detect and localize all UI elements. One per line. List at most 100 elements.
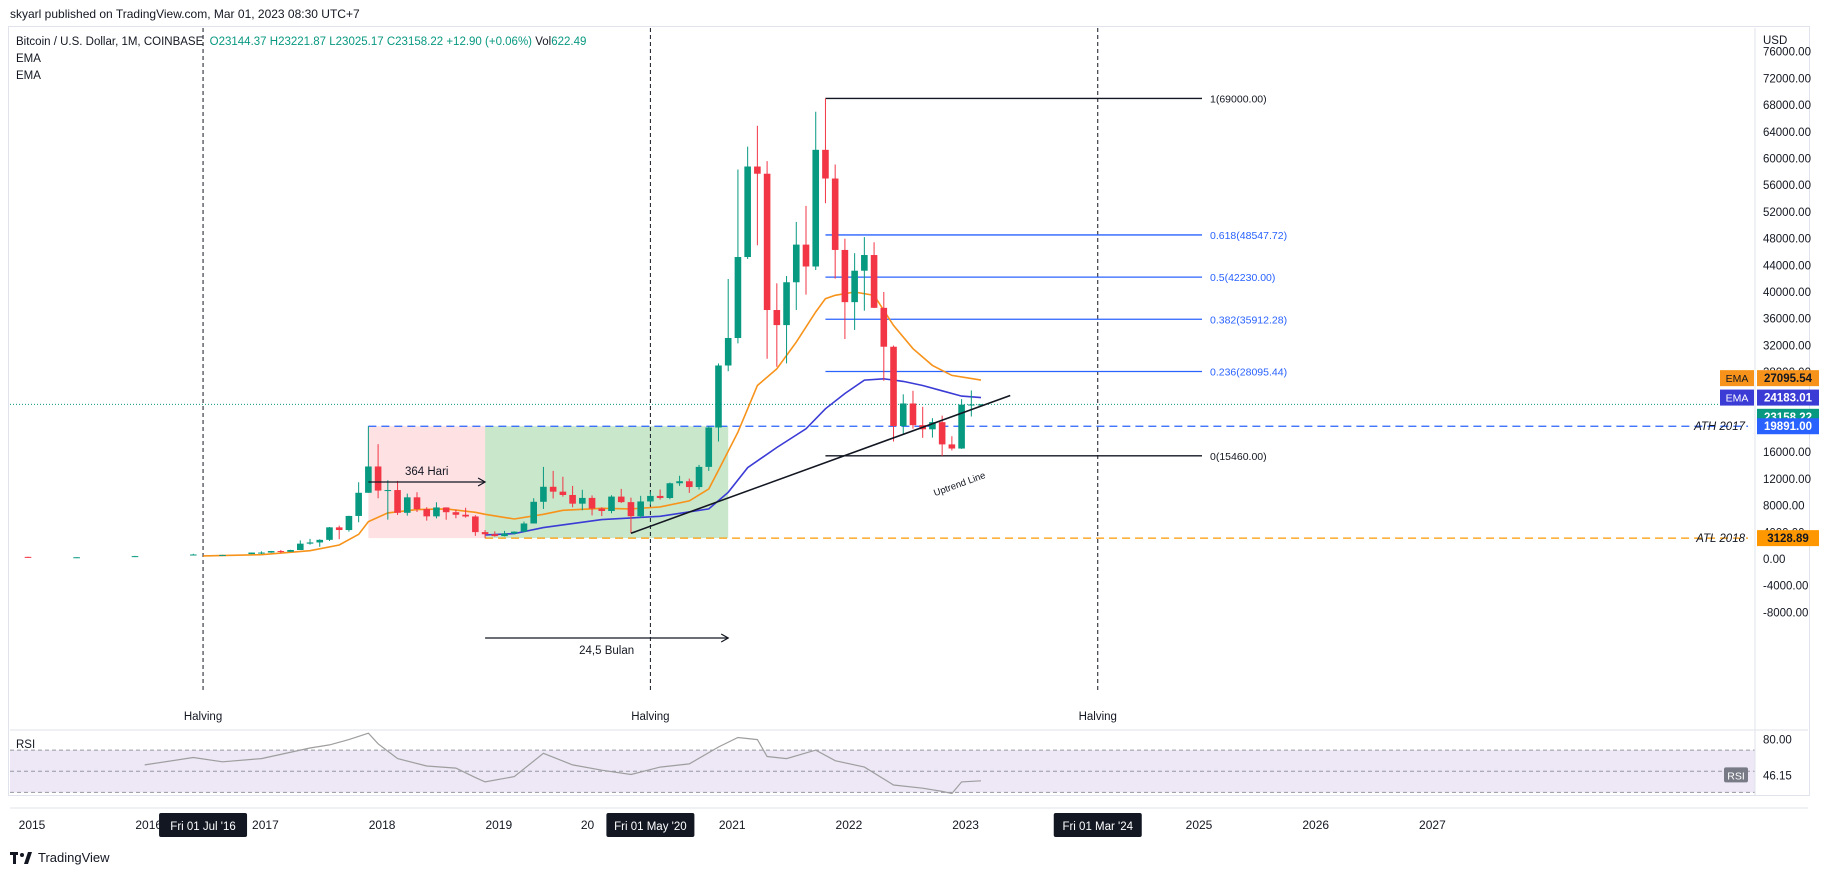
candle-body <box>958 404 965 449</box>
indicator-ema-2[interactable]: EMA <box>16 70 41 82</box>
candle-2022-08 <box>909 390 917 429</box>
atl-2018-label: ATL 2018 <box>1695 533 1745 545</box>
candle-2022-06 <box>890 345 897 442</box>
publisher-line: skyarl published on TradingView.com, Mar… <box>10 7 360 21</box>
candle-body <box>899 403 907 427</box>
candle-2021-01 <box>724 278 732 372</box>
candle-2017-07 <box>316 539 324 547</box>
candle-2023-02 <box>968 390 975 417</box>
candle-body <box>608 496 615 512</box>
candle-body <box>219 554 226 556</box>
candle-2019-02 <box>501 530 508 537</box>
candle-2022-09 <box>919 406 926 438</box>
ath-tag-box <box>1757 418 1819 435</box>
rsi-pane: RSI 80.00 RSI 46.15 <box>10 729 1808 795</box>
uptrend-line <box>630 394 1011 535</box>
fib-label-0: 1(69000.00) <box>1210 93 1267 105</box>
candle-2018-05 <box>413 492 421 512</box>
date-flag-2: Fri 01 Mar '24 <box>1062 821 1133 833</box>
candle-body <box>520 523 528 532</box>
rsi-tag-label: RSI <box>1727 770 1745 782</box>
candle-body <box>501 533 508 537</box>
x-tick-3: 2018 <box>369 818 396 832</box>
candle-body <box>938 422 946 445</box>
candle-body <box>316 539 324 543</box>
uptrend-line-label: Uptrend Line <box>932 470 987 499</box>
y-tick-9: 40000.00 <box>1763 287 1811 299</box>
halving-label-1: Halving <box>184 711 222 723</box>
y-tick-2: 68000.00 <box>1763 100 1811 112</box>
candle-body <box>851 270 858 303</box>
candle-2021-11 <box>822 98 829 204</box>
candle-2020-07 <box>666 482 674 500</box>
candle-2018-11 <box>472 515 479 536</box>
candle-2018-10 <box>462 507 469 518</box>
date-flag-1: Fri 01 May '20 <box>614 821 687 833</box>
ohlc-high: H23221.87 <box>269 36 327 48</box>
candle-body <box>540 486 547 502</box>
candle-2022-12 <box>948 436 956 451</box>
candle-2022-01 <box>841 238 849 340</box>
candle-body <box>452 512 460 515</box>
candle-2021-12 <box>831 164 839 279</box>
candle-2018-06 <box>423 507 431 521</box>
candle-body <box>676 481 683 484</box>
x-tick-7: 2022 <box>836 818 863 832</box>
indicator-ema-1[interactable]: EMA <box>16 53 41 65</box>
x-tick-9: 2025 <box>1186 818 1213 832</box>
y-tick-18: 0.00 <box>1763 554 1785 566</box>
y-tick-20: -8000.00 <box>1763 607 1808 619</box>
candle-2017-11 <box>355 482 362 523</box>
candle-2021-07 <box>783 275 790 364</box>
arrow-head-24-5-months <box>720 633 730 643</box>
candle-body <box>880 307 888 347</box>
ohlc-change: +12.90 (+0.06%) <box>446 36 532 48</box>
ath-tag-value: 19891.00 <box>1764 421 1812 433</box>
y-tick-15: 12000.00 <box>1763 474 1811 486</box>
candle-body <box>559 491 567 495</box>
candle-body <box>724 337 732 366</box>
candle-2017-03 <box>277 549 285 554</box>
candle-2019-05 <box>530 498 537 524</box>
date-flag-0: Fri 01 Jul '16 <box>170 821 235 833</box>
ema-fast-tag-value: 27095.54 <box>1764 373 1813 385</box>
candle-2015-06 <box>73 557 80 559</box>
y-tick-11: 32000.00 <box>1763 340 1811 352</box>
y-tick-19: -4000.00 <box>1763 581 1808 593</box>
candle-body <box>442 507 450 513</box>
candle-body <box>773 310 781 326</box>
candle-body <box>948 444 956 449</box>
candle-2018-09 <box>452 509 460 519</box>
tradingview-brand[interactable]: TradingView <box>10 850 110 865</box>
date-flag-box-0 <box>159 813 248 837</box>
candle-2017-09 <box>335 525 343 540</box>
y-tick-5: 56000.00 <box>1763 180 1811 192</box>
fib-label-5: 0(15460.00) <box>1210 451 1267 463</box>
brand-name: TradingView <box>38 850 110 865</box>
candle-2016-09 <box>219 554 226 556</box>
candle-body <box>462 514 469 517</box>
candle-body <box>569 494 576 504</box>
candle-2017-04 <box>287 549 294 552</box>
candle-body <box>413 497 421 510</box>
candle-body <box>831 178 839 250</box>
y-tick-16: 8000.00 <box>1763 501 1805 513</box>
candle-2022-11 <box>938 415 946 456</box>
candle-body <box>695 466 703 488</box>
candle-2019-11 <box>588 495 596 516</box>
candle-2017-06 <box>306 538 314 545</box>
fib-label-4: 0.236(28095.44) <box>1210 366 1287 378</box>
x-tick-6: 2021 <box>719 818 746 832</box>
candle-2020-12 <box>715 363 722 442</box>
candle-body <box>277 551 285 553</box>
candle-body <box>258 552 265 554</box>
candle-body <box>744 166 751 258</box>
candle-2022-07 <box>899 394 907 434</box>
candle-body <box>472 516 479 533</box>
horizontal-levels: ATH 2017 ATL 2018 1(69000.00) 0.618(48547.7… <box>10 93 1755 545</box>
candle-body <box>656 495 664 498</box>
candle-body <box>549 486 557 492</box>
y-tick-10: 36000.00 <box>1763 314 1811 326</box>
